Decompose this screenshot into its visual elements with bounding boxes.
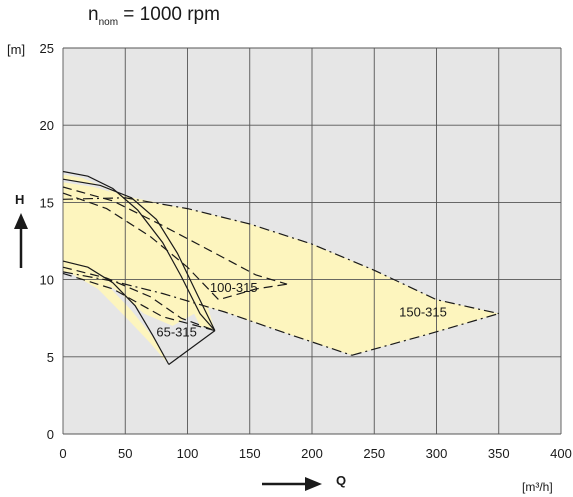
y-tick-label: 20: [40, 118, 54, 133]
y-unit-label: [m]: [7, 42, 25, 57]
x-tick-label: 350: [488, 446, 510, 461]
y-tick-label: 5: [47, 350, 54, 365]
x-tick-label: 300: [426, 446, 448, 461]
curve-solid: [62, 260, 170, 365]
curve-dashdot: [62, 197, 499, 315]
title-n: n: [88, 4, 99, 25]
x-axis-label: Q: [336, 473, 346, 488]
title-subscript: nom: [98, 17, 119, 28]
region-label: 100-315: [210, 280, 258, 295]
curve-solid: [168, 330, 216, 365]
curve-solid: [62, 170, 216, 331]
y-tick-label: 0: [47, 427, 54, 442]
x-tick-label: 200: [301, 446, 323, 461]
grid-lines: [62, 47, 562, 435]
region-labels: 65-315 100-315 150-315: [156, 280, 446, 340]
x-tick-label: 250: [363, 446, 385, 461]
x-tick-label: 100: [177, 446, 199, 461]
curve-dashed: [62, 192, 288, 301]
right-arrow-icon: [262, 477, 322, 491]
axis-ticks: 0 50 100 150 200 250 300 350 400 0 5 10 15 20 25: [40, 41, 572, 461]
title-rest: = 1000 rpm: [118, 4, 220, 25]
region-label: 65-315: [156, 325, 196, 340]
x-tick-label: 150: [239, 446, 261, 461]
y-tick-label: 25: [40, 41, 54, 56]
x-tick-label: 400: [550, 446, 572, 461]
y-axis-label: H: [15, 192, 24, 207]
region-label: 150-315: [399, 305, 447, 320]
region-150-315: [63, 197, 499, 356]
curve-dashdot: [62, 271, 352, 356]
x-tick-label: 0: [59, 446, 66, 461]
curve-dashdot: [351, 313, 499, 356]
curve-solid: [62, 178, 216, 331]
x-tick-label: 50: [118, 446, 132, 461]
x-unit-label: [m³/h]: [522, 480, 553, 494]
chart-title: nnom = 1000 rpm: [88, 4, 220, 28]
performance-curves: [62, 170, 499, 365]
up-arrow-icon: [14, 213, 28, 268]
curve-dashed: [62, 266, 216, 332]
y-tick-label: 10: [40, 273, 54, 288]
y-tick-label: 15: [40, 195, 54, 210]
